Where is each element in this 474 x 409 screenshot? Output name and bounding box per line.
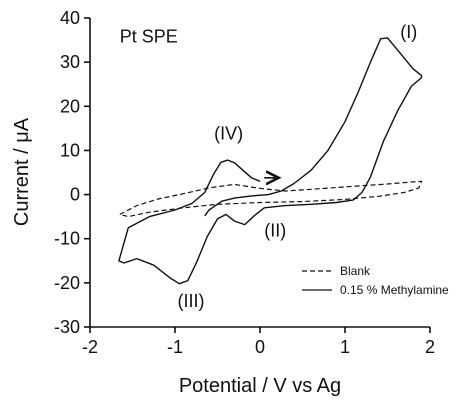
x-tick-label: -2 bbox=[82, 337, 98, 357]
electrode-label: Pt SPE bbox=[120, 26, 178, 46]
peak-label: (I) bbox=[400, 22, 417, 42]
y-tick-label: -20 bbox=[54, 273, 80, 293]
y-tick-label: 0 bbox=[70, 185, 80, 205]
y-tick-label: 40 bbox=[60, 8, 80, 28]
annotations: Pt SPE (I) (II) (III) (IV) bbox=[120, 22, 418, 311]
legend-blank-label: Blank bbox=[340, 264, 371, 278]
y-axis-label: Current / μA bbox=[11, 117, 33, 226]
x-tick-label: 2 bbox=[425, 337, 435, 357]
legend-methylamine-label: 0.15 % Methylamine bbox=[340, 283, 449, 297]
series-methylamine-line bbox=[118, 37, 423, 285]
x-axis-ticks: -2 -1 0 1 2 bbox=[82, 327, 435, 357]
series-blank-line bbox=[119, 180, 423, 218]
x-tick-label: 0 bbox=[255, 337, 265, 357]
y-tick-label: 20 bbox=[60, 96, 80, 116]
x-axis-label: Potential / V vs Ag bbox=[179, 375, 341, 397]
peak-label: (IV) bbox=[214, 123, 243, 143]
y-tick-label: 30 bbox=[60, 52, 80, 72]
series-layer bbox=[118, 37, 423, 285]
peak-label: (II) bbox=[264, 221, 286, 241]
y-tick-label: -10 bbox=[54, 229, 80, 249]
y-tick-label: 10 bbox=[60, 140, 80, 160]
y-tick-label: -30 bbox=[54, 317, 80, 337]
peak-label: (III) bbox=[178, 291, 205, 311]
x-tick-label: 1 bbox=[340, 337, 350, 357]
y-axis-ticks: -30 -20 -10 0 10 20 30 40 bbox=[54, 8, 90, 337]
x-tick-label: -1 bbox=[167, 337, 183, 357]
legend: Blank 0.15 % Methylamine bbox=[302, 264, 449, 297]
